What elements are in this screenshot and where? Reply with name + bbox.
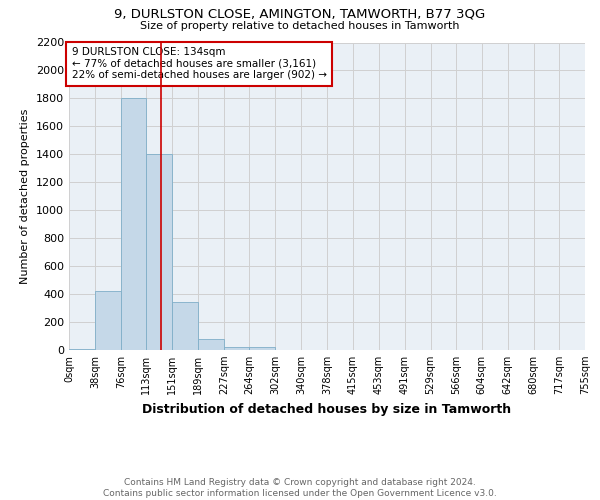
Text: 9, DURLSTON CLOSE, AMINGTON, TAMWORTH, B77 3QG: 9, DURLSTON CLOSE, AMINGTON, TAMWORTH, B… xyxy=(115,8,485,20)
Bar xyxy=(95,292,121,350)
Text: 9 DURLSTON CLOSE: 134sqm
← 77% of detached houses are smaller (3,161)
22% of sem: 9 DURLSTON CLOSE: 134sqm ← 77% of detach… xyxy=(71,47,326,80)
Text: Contains HM Land Registry data © Crown copyright and database right 2024.
Contai: Contains HM Land Registry data © Crown c… xyxy=(103,478,497,498)
Bar xyxy=(146,154,172,350)
Bar xyxy=(172,302,198,350)
Text: Size of property relative to detached houses in Tamworth: Size of property relative to detached ho… xyxy=(140,21,460,31)
X-axis label: Distribution of detached houses by size in Tamworth: Distribution of detached houses by size … xyxy=(142,402,512,415)
Bar xyxy=(198,339,224,350)
Y-axis label: Number of detached properties: Number of detached properties xyxy=(20,108,31,284)
Bar xyxy=(224,346,250,350)
Bar xyxy=(69,348,95,350)
Bar xyxy=(250,347,275,350)
Bar xyxy=(121,98,146,350)
